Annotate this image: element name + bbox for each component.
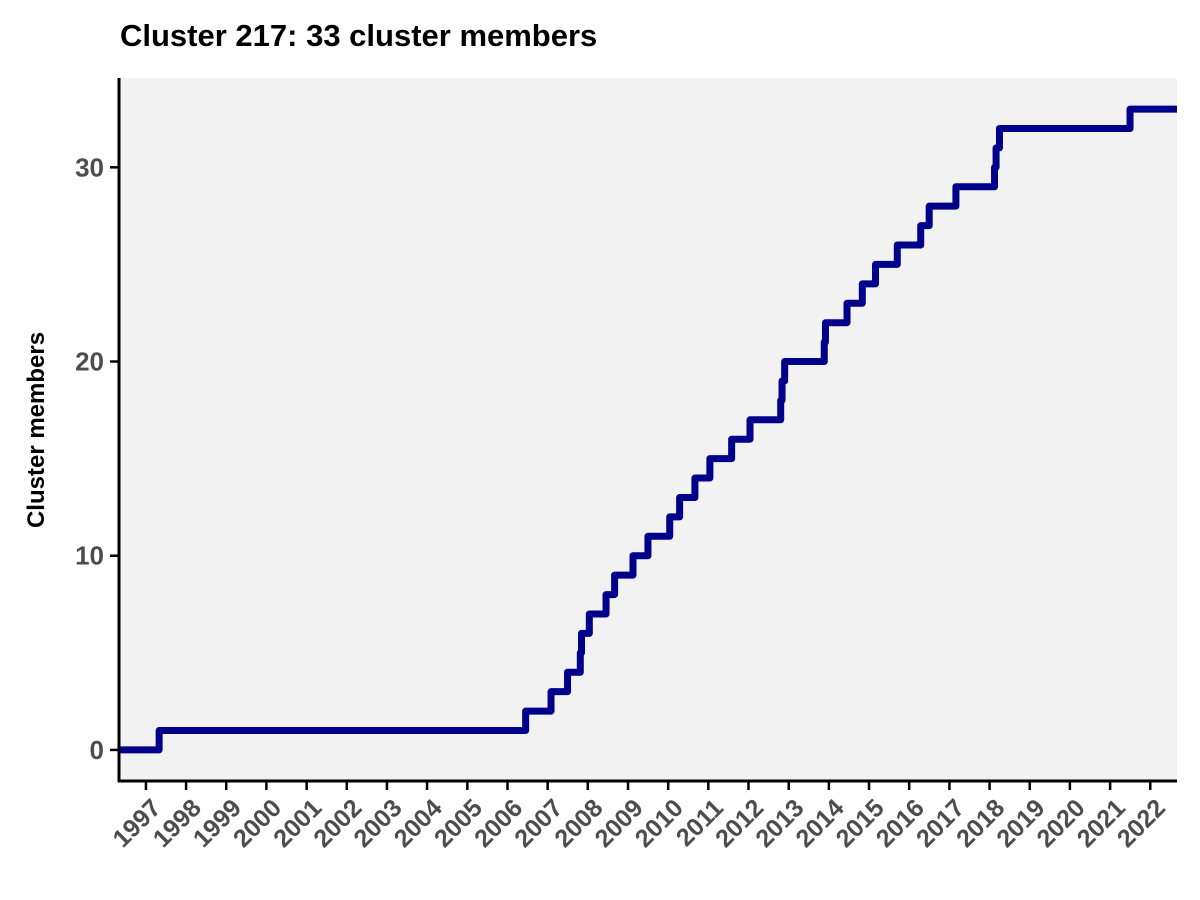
y-tick-label: 20 xyxy=(75,347,104,377)
x-axis-ticks: 1997199819992000200120022003200420052006… xyxy=(107,781,1171,853)
y-tick-label: 30 xyxy=(75,152,104,182)
chart-title: Cluster 217: 33 cluster members xyxy=(120,18,598,53)
y-axis-ticks: 0 10 20 30 xyxy=(75,152,119,765)
series-line xyxy=(119,105,1177,754)
x-tick-label: 2022 xyxy=(1112,794,1171,853)
y-tick-label: 10 xyxy=(75,541,104,571)
plot-panel xyxy=(119,78,1177,781)
y-axis-label: Cluster members xyxy=(23,332,50,528)
y-tick-label: 0 xyxy=(90,735,104,765)
